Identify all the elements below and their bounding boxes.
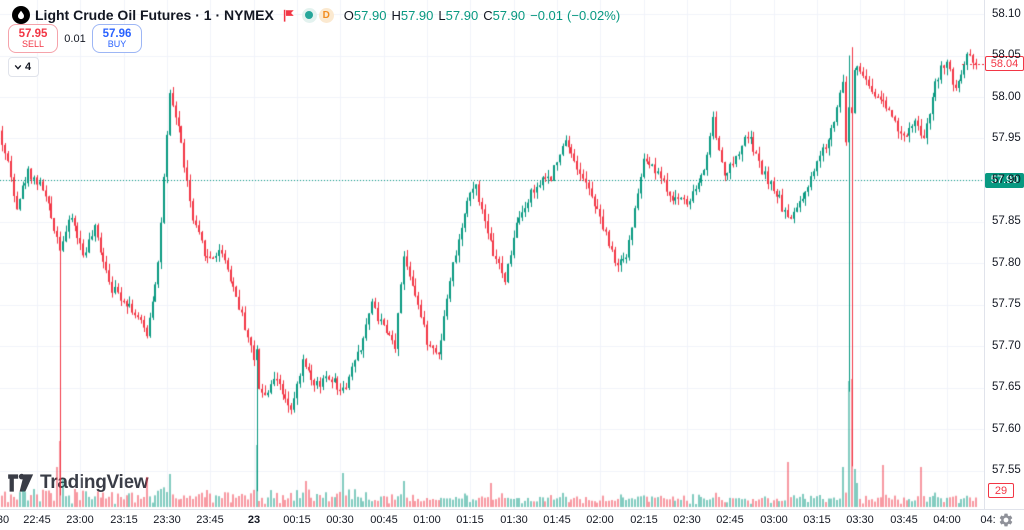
buy-button[interactable]: 57.96 BUY: [92, 24, 142, 53]
time-axis-label: 01:30: [500, 514, 528, 526]
price-axis-label: 57.85: [992, 215, 1021, 227]
price-axis-label: 57.70: [992, 339, 1021, 352]
chart-legend: Light Crude Oil Futures · 1 · NYMEX D O5…: [12, 4, 624, 26]
time-axis-label: 23:45: [196, 514, 224, 526]
last-price-badge: 58.04: [985, 56, 1024, 72]
time-axis-label: 00:45: [370, 514, 398, 526]
sell-label: SELL: [21, 38, 45, 49]
price-axis-label: 57.95: [992, 132, 1021, 144]
time-axis-label: 04:00: [933, 514, 961, 526]
time-axis-label: 30: [0, 514, 10, 526]
sell-price: 57.95: [18, 27, 48, 40]
price-axis-label: 58.05: [992, 49, 1021, 61]
legend-change-percent: (−0.02%): [567, 7, 621, 23]
time-axis-label: 03:15: [803, 514, 831, 526]
legend-change: −0.01: [530, 7, 564, 23]
time-axis-label: 03:30: [846, 514, 874, 526]
time-axis-label: 01:15: [456, 514, 484, 526]
time-axis-label: 03:00: [760, 514, 788, 526]
legend-close: C57.90: [483, 7, 526, 23]
time-axis-label: 03:45: [890, 514, 918, 526]
price-axis-label: 57.75: [992, 298, 1021, 310]
buy-price: 57.96: [102, 27, 132, 40]
time-axis-label: 23:15: [110, 514, 138, 526]
sell-button[interactable]: 57.95 SELL: [8, 24, 58, 53]
time-axis-label: 02:00: [586, 514, 614, 526]
time-axis-label: 23:00: [66, 514, 94, 526]
time-axis-label: 00:15: [283, 514, 311, 526]
legend-low: L57.90: [438, 7, 479, 23]
price-axis-label: 57.60: [992, 422, 1021, 435]
time-axis-label: 00:30: [326, 514, 354, 526]
bar-count-chip[interactable]: 4: [8, 57, 40, 77]
trade-panel: 57.95 SELL 0.01 57.96 BUY: [8, 24, 142, 53]
chevron-down-icon: [14, 64, 22, 70]
time-axis-label: 04:: [980, 514, 996, 526]
time-axis-label: 01:45: [543, 514, 571, 526]
price-axis-label: 57.55: [992, 464, 1021, 476]
time-axis-label: 02:45: [716, 514, 744, 526]
time-axis[interactable]: 30 22:45 23:00 23:15 23:30 23:45 23 00:15 00:30 0…: [0, 509, 1024, 530]
price-axis-label: 58.10: [992, 7, 1021, 20]
buy-label: BUY: [107, 38, 127, 49]
price-axis-label: 58.00: [992, 90, 1021, 103]
time-axis-label: 02:30: [673, 514, 701, 526]
price-axis-label: 57.65: [992, 381, 1021, 393]
price-axis-label: 57.90: [992, 173, 1021, 186]
legend-open: O57.90: [343, 7, 387, 23]
symbol-title[interactable]: Light Crude Oil Futures · 1 · NYMEX: [35, 7, 274, 23]
time-axis-label: 02:15: [630, 514, 658, 526]
oil-drop-icon: [18, 10, 24, 20]
market-open-dot-icon: [301, 7, 317, 23]
time-axis-label: 23:30: [153, 514, 181, 526]
price-axis-label: 57.80: [992, 256, 1021, 269]
delayed-data-badge: D: [318, 7, 334, 23]
symbol-logo[interactable]: [12, 6, 30, 24]
flag-icon[interactable]: [282, 8, 296, 23]
volume-value-badge: 29: [988, 483, 1014, 498]
time-axis-label: 22:45: [23, 514, 51, 526]
prev-close-badge: 57.90: [985, 172, 1024, 188]
price-axis[interactable]: 58.04 57.90 29 58.10 58.05 58.00 57.95 57.90…: [984, 0, 1024, 509]
market-status-pill[interactable]: D: [301, 7, 334, 23]
time-axis-label: 01:00: [413, 514, 441, 526]
time-axis-label: 23: [247, 514, 261, 526]
gear-icon[interactable]: [998, 512, 1014, 528]
spread-value: 0.01: [64, 32, 86, 45]
legend-high: H57.90: [391, 7, 434, 23]
bar-count-value: 4: [25, 61, 32, 73]
